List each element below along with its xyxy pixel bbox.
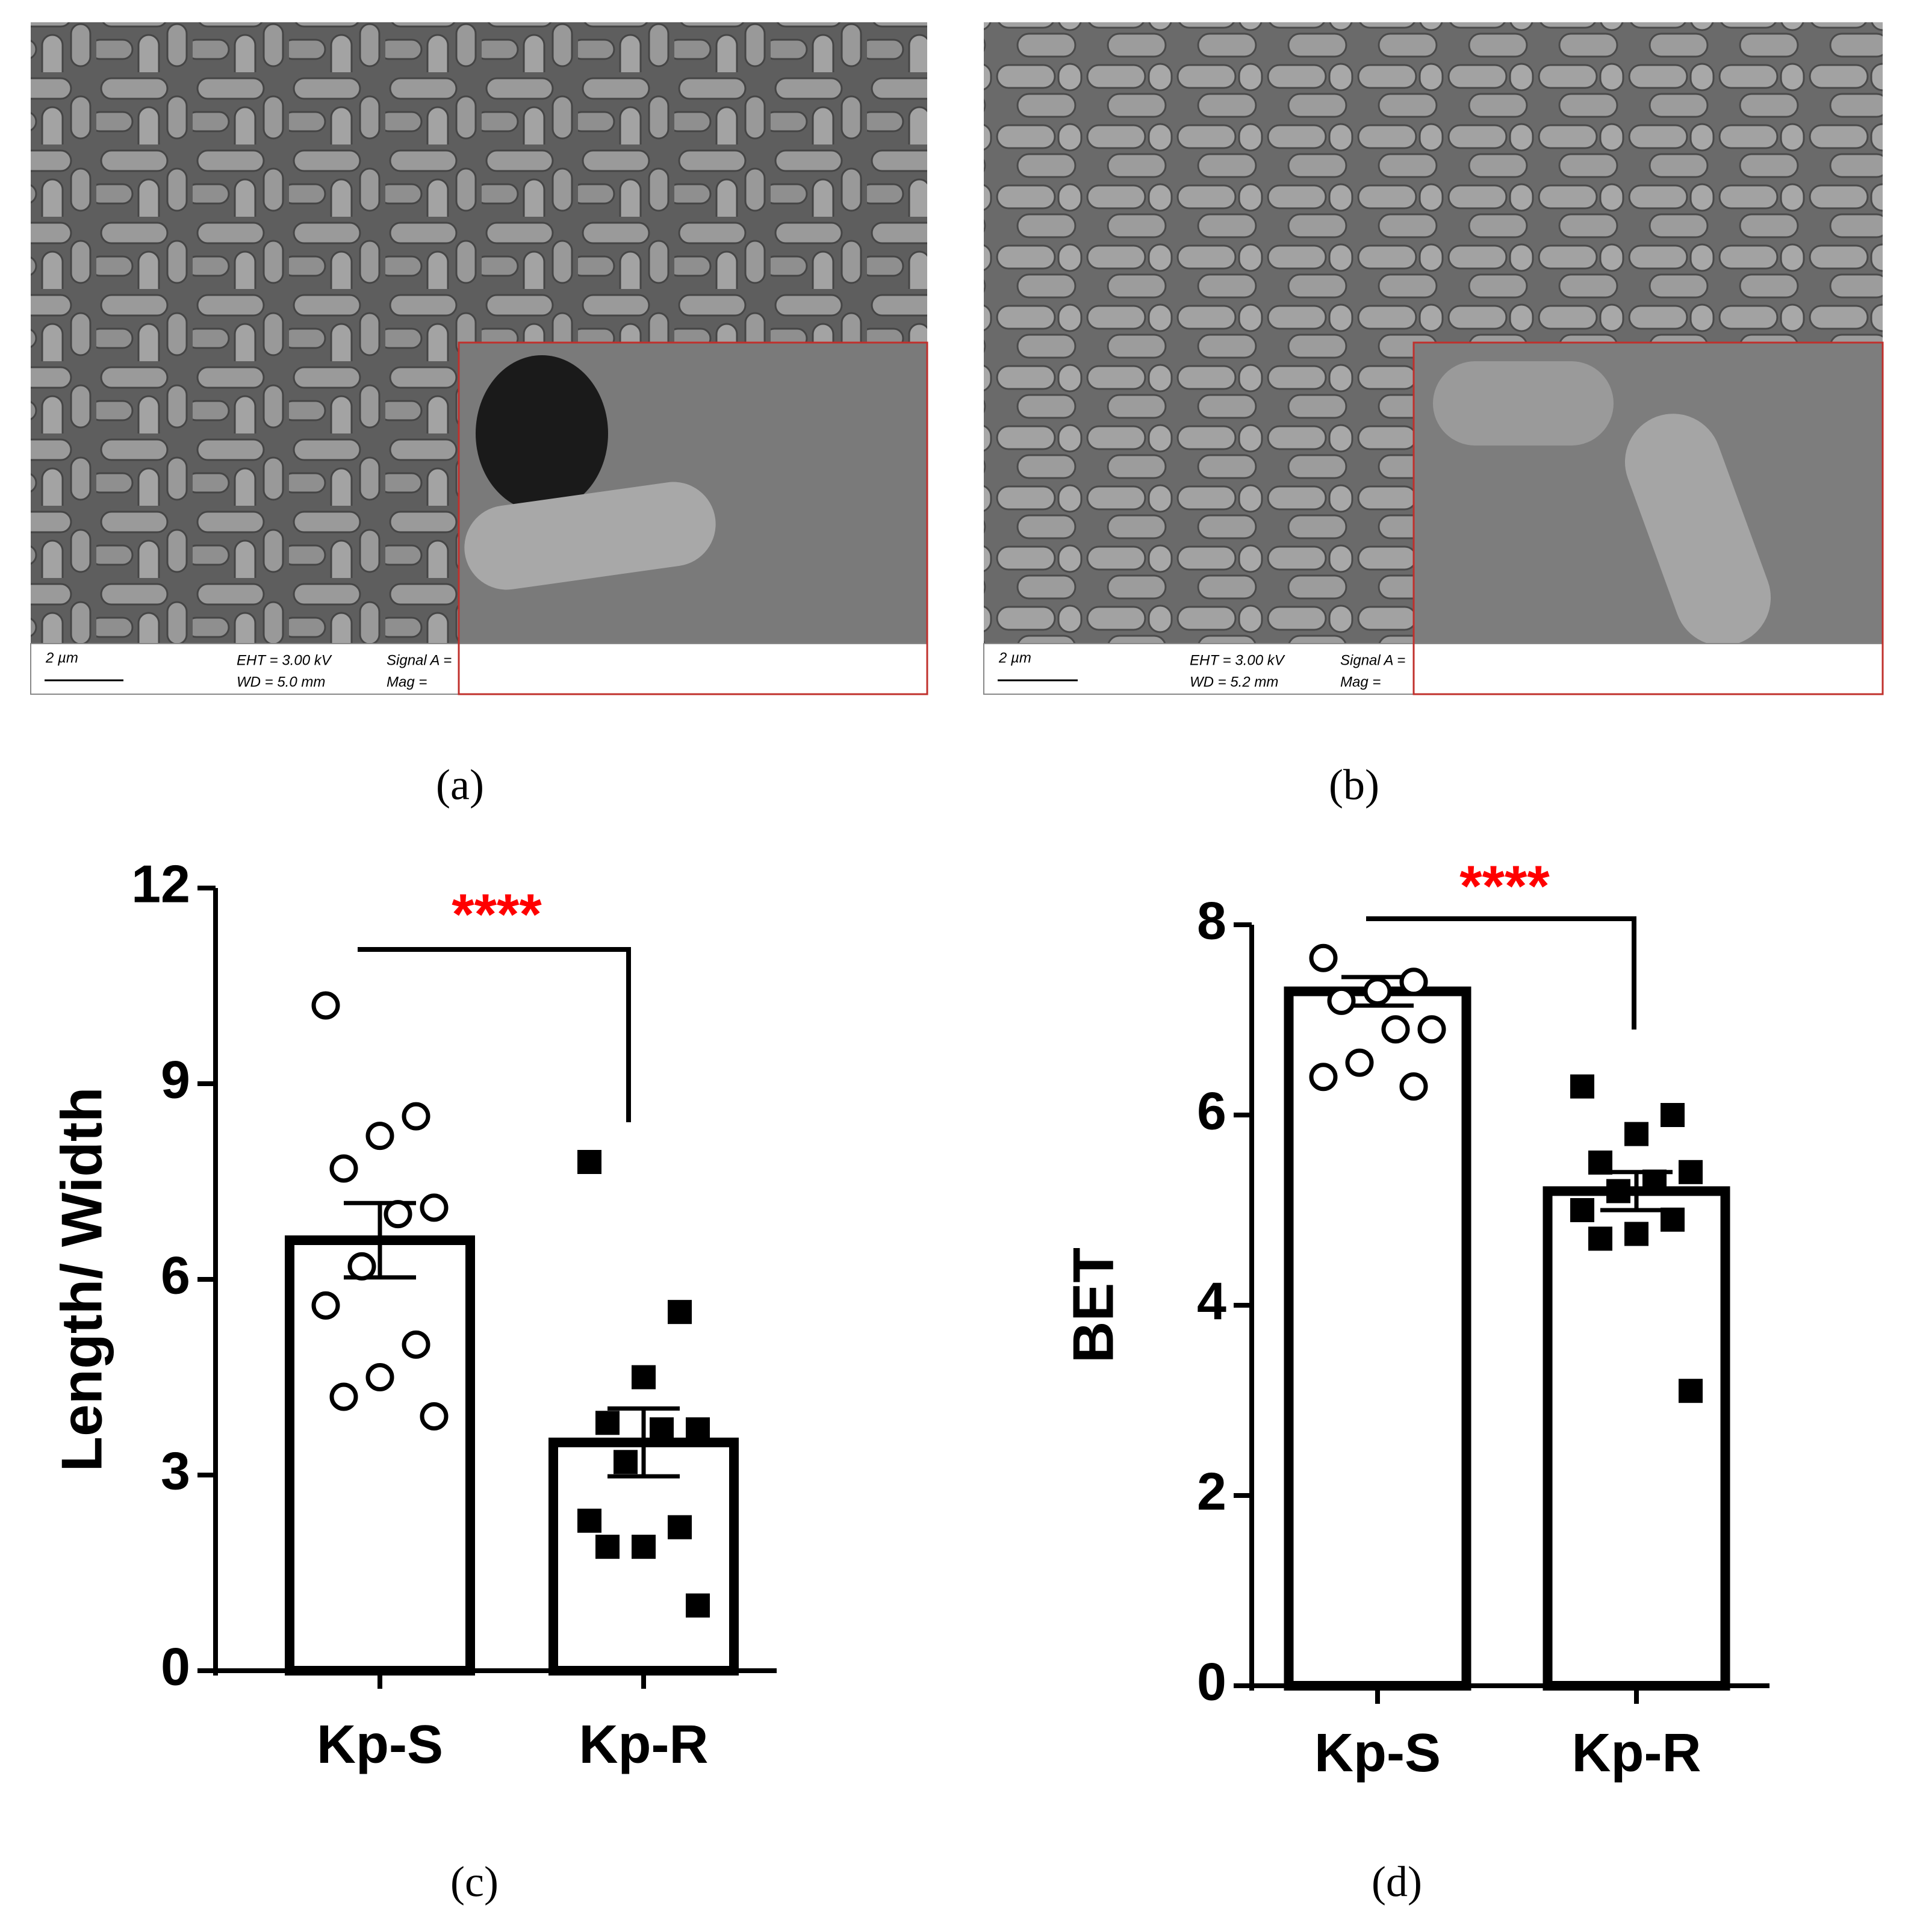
inset-shape bbox=[1433, 361, 1614, 446]
inset-border bbox=[1412, 341, 1884, 695]
data-point bbox=[1661, 1103, 1685, 1127]
mag: Mag = bbox=[387, 674, 427, 690]
data-point bbox=[1588, 1151, 1612, 1175]
data-point bbox=[595, 1535, 620, 1559]
x-tick-label: Kp-R bbox=[1572, 1723, 1701, 1783]
data-point bbox=[311, 1291, 340, 1320]
data-point bbox=[577, 1150, 601, 1174]
signal: Signal A = bbox=[1340, 652, 1405, 668]
panel-label: (c) bbox=[450, 1858, 499, 1906]
wd: WD = 5.2 mm bbox=[1190, 674, 1278, 690]
inset-shape bbox=[464, 482, 716, 590]
data-point bbox=[311, 991, 340, 1020]
data-point bbox=[420, 1402, 449, 1430]
sem-image: 2 µm EHT = 3.00 kV WD = 5.2 mm Signal A … bbox=[983, 22, 1884, 695]
data-point bbox=[1570, 1074, 1594, 1099]
data-point bbox=[686, 1417, 710, 1442]
data-point bbox=[1679, 1160, 1703, 1184]
significance: **** bbox=[452, 882, 542, 946]
data-point bbox=[1399, 968, 1428, 996]
x-tick-label: Kp-S bbox=[1314, 1723, 1441, 1783]
y-tick-label: 0 bbox=[1197, 1651, 1226, 1711]
data-point bbox=[1606, 1179, 1630, 1204]
y-axis-label: Length/ Width bbox=[49, 1087, 114, 1472]
data-point bbox=[1570, 1198, 1594, 1222]
data-point bbox=[632, 1365, 656, 1390]
data-point bbox=[1327, 986, 1356, 1015]
data-point bbox=[668, 1515, 692, 1539]
significance: **** bbox=[1459, 854, 1550, 918]
data-point bbox=[402, 1330, 430, 1359]
data-point bbox=[668, 1300, 692, 1325]
sem-image: 2 µm EHT = 3.00 kV WD = 5.0 mm Signal A … bbox=[30, 22, 928, 695]
data-point bbox=[1345, 1048, 1374, 1077]
data-point bbox=[1309, 1063, 1338, 1092]
data-point bbox=[1588, 1226, 1612, 1251]
y-tick-label: 6 bbox=[1197, 1081, 1226, 1140]
y-tick-label: 3 bbox=[161, 1441, 190, 1500]
scale-label: 2 µm bbox=[45, 650, 78, 666]
data-point bbox=[365, 1363, 394, 1391]
panel-label: (d) bbox=[1372, 1858, 1422, 1906]
significance-bracket bbox=[1366, 916, 1636, 1030]
inset-shape bbox=[1624, 414, 1771, 646]
y-tick-label: 2 bbox=[1197, 1461, 1226, 1521]
y-axis-label: BET bbox=[1061, 1247, 1125, 1363]
data-point bbox=[1363, 977, 1392, 1006]
data-point bbox=[384, 1200, 412, 1229]
data-point bbox=[329, 1382, 358, 1411]
data-point bbox=[632, 1535, 656, 1559]
significance-bracket bbox=[358, 947, 631, 1122]
y-tick-label: 4 bbox=[1197, 1271, 1226, 1331]
info-strip bbox=[30, 643, 928, 695]
data-point bbox=[650, 1417, 674, 1442]
data-point bbox=[347, 1252, 376, 1281]
data-point bbox=[686, 1593, 710, 1618]
data-point bbox=[1661, 1207, 1685, 1232]
data-point bbox=[1624, 1222, 1648, 1246]
signal: Signal A = bbox=[387, 652, 452, 668]
data-point bbox=[577, 1508, 601, 1533]
data-point bbox=[1309, 943, 1338, 972]
data-point bbox=[1417, 1015, 1446, 1044]
y-tick-label: 6 bbox=[161, 1245, 190, 1305]
info-strip bbox=[983, 643, 1883, 695]
data-point bbox=[365, 1122, 394, 1151]
panel-label: (a) bbox=[436, 761, 484, 809]
data-point bbox=[402, 1102, 430, 1131]
x-tick-label: Kp-R bbox=[579, 1715, 709, 1775]
y-tick-label: 8 bbox=[1197, 890, 1226, 950]
eht: EHT = 3.00 kV bbox=[1190, 652, 1285, 668]
mag: Mag = bbox=[1340, 674, 1381, 690]
y-tick-label: 0 bbox=[161, 1636, 190, 1696]
scale-label: 2 µm bbox=[998, 650, 1031, 666]
data-point bbox=[614, 1450, 638, 1474]
panel-label: (b) bbox=[1329, 761, 1379, 809]
y-tick-label: 9 bbox=[161, 1049, 190, 1109]
data-point bbox=[1679, 1379, 1703, 1403]
data-point bbox=[1381, 1015, 1410, 1044]
data-point bbox=[420, 1193, 449, 1222]
bar bbox=[1543, 1186, 1730, 1691]
inset-shape bbox=[476, 355, 608, 512]
x-tick-label: Kp-S bbox=[317, 1715, 443, 1775]
data-point bbox=[1642, 1169, 1667, 1194]
inset-border bbox=[458, 341, 928, 695]
bar bbox=[1284, 986, 1471, 1691]
eht: EHT = 3.00 kV bbox=[237, 652, 332, 668]
data-point bbox=[595, 1411, 620, 1435]
data-point bbox=[1399, 1072, 1428, 1101]
wd: WD = 5.0 mm bbox=[237, 674, 325, 690]
data-point bbox=[1624, 1122, 1648, 1146]
y-tick-label: 12 bbox=[131, 854, 190, 913]
data-point bbox=[329, 1154, 358, 1183]
